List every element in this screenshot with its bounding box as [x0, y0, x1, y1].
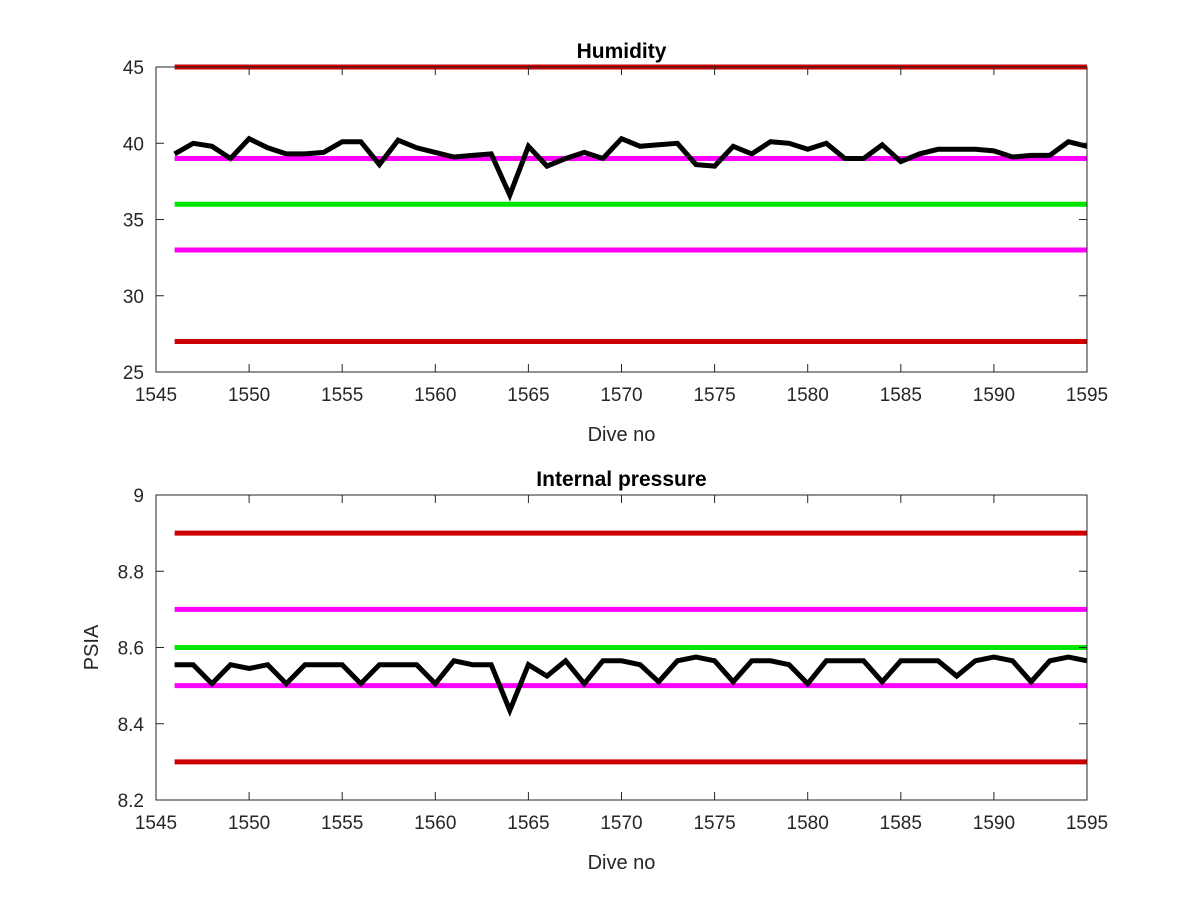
pressure-chart: 1545 1550 1555 1560 1565 1570 1575 1580 1585 1590…	[81, 468, 1108, 874]
pressure-x-tick-label: 1580	[787, 813, 829, 834]
pressure-y-tick-label: 8.2	[118, 791, 144, 812]
humidity-y-tick-label: 45	[123, 58, 144, 79]
humidity-series-line-0	[173, 135, 1088, 202]
pressure-x-tick-label: 1585	[880, 813, 922, 834]
humidity-x-tick-label: 1595	[1066, 385, 1108, 406]
pressure-x-tick-label: 1560	[414, 813, 456, 834]
humidity-y-tick-label: 35	[123, 211, 144, 232]
pressure-x-tick-label: 1590	[973, 813, 1015, 834]
humidity-x-tick-label: 1570	[600, 385, 642, 406]
humidity-y-tick-label: 40	[123, 134, 144, 155]
pressure-y-tick-label: 9	[133, 486, 144, 507]
humidity-x-tick-label: 1555	[321, 385, 363, 406]
pressure-x-tick-label: 1550	[228, 813, 270, 834]
humidity-x-tick-label: 1550	[228, 385, 270, 406]
humidity-title: Humidity	[577, 40, 667, 63]
pressure-x-axis-label: Dive no	[588, 852, 656, 874]
pressure-y-tick-label: 8.8	[118, 562, 144, 583]
pressure-y-tick-label: 8.4	[118, 715, 145, 736]
humidity-x-tick-label: 1545	[135, 385, 177, 406]
humidity-x-axis-label: Dive no	[588, 424, 656, 446]
pressure-x-tick-label: 1595	[1066, 813, 1108, 834]
humidity-x-tick-label: 1565	[507, 385, 549, 406]
pressure-series-line-0	[174, 654, 1088, 718]
pressure-x-tick-label: 1555	[321, 813, 363, 834]
pressure-y-axis-label: PSIA	[81, 624, 103, 670]
humidity-x-tick-label: 1580	[787, 385, 829, 406]
humidity-chart: 1545 1550 1555 1560 1565 1570 1575 1580 1585 1590…	[123, 40, 1108, 446]
pressure-x-tick-label: 1570	[600, 813, 642, 834]
humidity-y-tick-label: 30	[123, 287, 144, 308]
pressure-x-tick-label: 1545	[135, 813, 177, 834]
pressure-x-tick-label: 1575	[693, 813, 735, 834]
pressure-x-tick-label: 1565	[507, 813, 549, 834]
pressure-y-tick-label: 8.6	[118, 639, 144, 660]
humidity-y-tick-label: 25	[123, 363, 144, 384]
humidity-x-tick-label: 1590	[973, 385, 1015, 406]
humidity-x-tick-label: 1575	[693, 385, 735, 406]
pressure-title: Internal pressure	[536, 468, 706, 491]
humidity-x-tick-label: 1560	[414, 385, 456, 406]
humidity-x-tick-label: 1585	[880, 385, 922, 406]
